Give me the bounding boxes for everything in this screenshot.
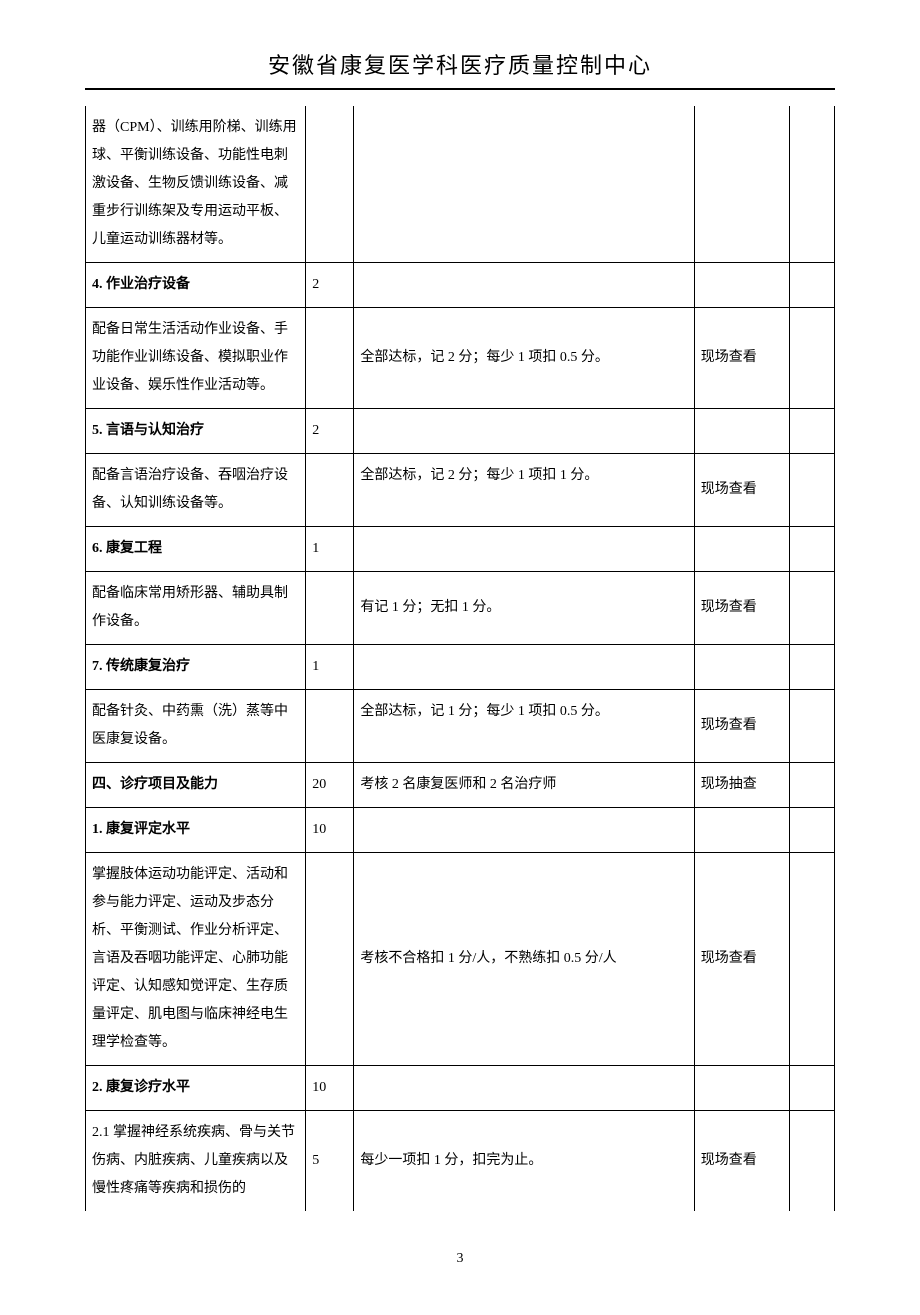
cell-remark — [789, 454, 834, 527]
cell-criteria — [354, 808, 694, 853]
cell-item-description: 配备针灸、中药熏（洗）蒸等中医康复设备。 — [86, 690, 306, 763]
cell-method: 现场查看 — [694, 853, 789, 1066]
cell-criteria: 全部达标，记 1 分；每少 1 项扣 0.5 分。 — [354, 690, 694, 763]
cell-remark — [789, 645, 834, 690]
cell-criteria — [354, 106, 694, 263]
cell-method: 现场查看 — [694, 1111, 789, 1212]
table-row: 器（CPM）、训练用阶梯、训练用球、平衡训练设备、功能性电刺激设备、生物反馈训练… — [86, 106, 835, 263]
cell-method: 现场抽查 — [694, 763, 789, 808]
cell-remark — [789, 409, 834, 454]
cell-score — [306, 308, 354, 409]
cell-method — [694, 409, 789, 454]
cell-remark — [789, 527, 834, 572]
cell-criteria — [354, 1066, 694, 1111]
table-row: 4. 作业治疗设备2 — [86, 263, 835, 308]
cell-score: 2 — [306, 409, 354, 454]
cell-item-description: 1. 康复评定水平 — [86, 808, 306, 853]
cell-item-description: 四、诊疗项目及能力 — [86, 763, 306, 808]
cell-criteria: 考核不合格扣 1 分/人，不熟练扣 0.5 分/人 — [354, 853, 694, 1066]
cell-item-description: 器（CPM）、训练用阶梯、训练用球、平衡训练设备、功能性电刺激设备、生物反馈训练… — [86, 106, 306, 263]
cell-criteria: 有记 1 分；无扣 1 分。 — [354, 572, 694, 645]
cell-criteria: 考核 2 名康复医师和 2 名治疗师 — [354, 763, 694, 808]
cell-score: 10 — [306, 1066, 354, 1111]
cell-score: 2 — [306, 263, 354, 308]
table-row: 掌握肢体运动功能评定、活动和参与能力评定、运动及步态分析、平衡测试、作业分析评定… — [86, 853, 835, 1066]
cell-item-description: 2.1 掌握神经系统疾病、骨与关节伤病、内脏疾病、儿童疾病以及慢性疼痛等疾病和损… — [86, 1111, 306, 1212]
page-header-title: 安徽省康复医学科医疗质量控制中心 — [0, 48, 920, 80]
table-row: 1. 康复评定水平10 — [86, 808, 835, 853]
cell-remark — [789, 572, 834, 645]
table-row: 四、诊疗项目及能力20考核 2 名康复医师和 2 名治疗师现场抽查 — [86, 763, 835, 808]
cell-method — [694, 263, 789, 308]
cell-item-description: 掌握肢体运动功能评定、活动和参与能力评定、运动及步态分析、平衡测试、作业分析评定… — [86, 853, 306, 1066]
cell-item-description: 配备言语治疗设备、吞咽治疗设备、认知训练设备等。 — [86, 454, 306, 527]
cell-criteria — [354, 527, 694, 572]
cell-score — [306, 853, 354, 1066]
cell-method — [694, 106, 789, 263]
cell-remark — [789, 1066, 834, 1111]
cell-remark — [789, 763, 834, 808]
cell-score — [306, 454, 354, 527]
table-row: 2. 康复诊疗水平10 — [86, 1066, 835, 1111]
evaluation-table: 器（CPM）、训练用阶梯、训练用球、平衡训练设备、功能性电刺激设备、生物反馈训练… — [85, 106, 835, 1211]
table-row: 配备日常生活活动作业设备、手功能作业训练设备、模拟职业作业设备、娱乐性作业活动等… — [86, 308, 835, 409]
cell-item-description: 7. 传统康复治疗 — [86, 645, 306, 690]
cell-score: 1 — [306, 645, 354, 690]
cell-criteria — [354, 645, 694, 690]
cell-criteria — [354, 263, 694, 308]
cell-method — [694, 808, 789, 853]
cell-item-description: 配备日常生活活动作业设备、手功能作业训练设备、模拟职业作业设备、娱乐性作业活动等… — [86, 308, 306, 409]
header-underline — [85, 88, 835, 90]
cell-item-description: 6. 康复工程 — [86, 527, 306, 572]
table-row: 配备临床常用矫形器、辅助具制作设备。有记 1 分；无扣 1 分。现场查看 — [86, 572, 835, 645]
cell-criteria: 全部达标，记 2 分；每少 1 项扣 0.5 分。 — [354, 308, 694, 409]
cell-score: 20 — [306, 763, 354, 808]
table-row: 6. 康复工程1 — [86, 527, 835, 572]
cell-criteria: 全部达标，记 2 分；每少 1 项扣 1 分。 — [354, 454, 694, 527]
table-container: 器（CPM）、训练用阶梯、训练用球、平衡训练设备、功能性电刺激设备、生物反馈训练… — [85, 106, 835, 1211]
cell-score — [306, 106, 354, 263]
cell-item-description: 2. 康复诊疗水平 — [86, 1066, 306, 1111]
cell-score: 10 — [306, 808, 354, 853]
cell-method — [694, 527, 789, 572]
cell-item-description: 4. 作业治疗设备 — [86, 263, 306, 308]
cell-score — [306, 690, 354, 763]
cell-remark — [789, 690, 834, 763]
cell-criteria — [354, 409, 694, 454]
cell-score: 1 — [306, 527, 354, 572]
table-row: 2.1 掌握神经系统疾病、骨与关节伤病、内脏疾病、儿童疾病以及慢性疼痛等疾病和损… — [86, 1111, 835, 1212]
cell-remark — [789, 1111, 834, 1212]
cell-method: 现场查看 — [694, 690, 789, 763]
table-row: 7. 传统康复治疗1 — [86, 645, 835, 690]
table-row: 5. 言语与认知治疗2 — [86, 409, 835, 454]
table-row: 配备针灸、中药熏（洗）蒸等中医康复设备。全部达标，记 1 分；每少 1 项扣 0… — [86, 690, 835, 763]
page-number: 3 — [0, 1251, 920, 1267]
cell-remark — [789, 808, 834, 853]
cell-method — [694, 1066, 789, 1111]
cell-criteria: 每少一项扣 1 分，扣完为止。 — [354, 1111, 694, 1212]
cell-method — [694, 645, 789, 690]
cell-remark — [789, 106, 834, 263]
cell-remark — [789, 308, 834, 409]
cell-method: 现场查看 — [694, 572, 789, 645]
cell-remark — [789, 263, 834, 308]
cell-score: 5 — [306, 1111, 354, 1212]
cell-score — [306, 572, 354, 645]
cell-item-description: 配备临床常用矫形器、辅助具制作设备。 — [86, 572, 306, 645]
cell-method: 现场查看 — [694, 308, 789, 409]
cell-remark — [789, 853, 834, 1066]
table-row: 配备言语治疗设备、吞咽治疗设备、认知训练设备等。全部达标，记 2 分；每少 1 … — [86, 454, 835, 527]
cell-item-description: 5. 言语与认知治疗 — [86, 409, 306, 454]
cell-method: 现场查看 — [694, 454, 789, 527]
